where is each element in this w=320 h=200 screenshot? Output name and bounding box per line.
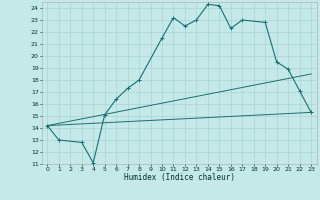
X-axis label: Humidex (Indice chaleur): Humidex (Indice chaleur) — [124, 173, 235, 182]
